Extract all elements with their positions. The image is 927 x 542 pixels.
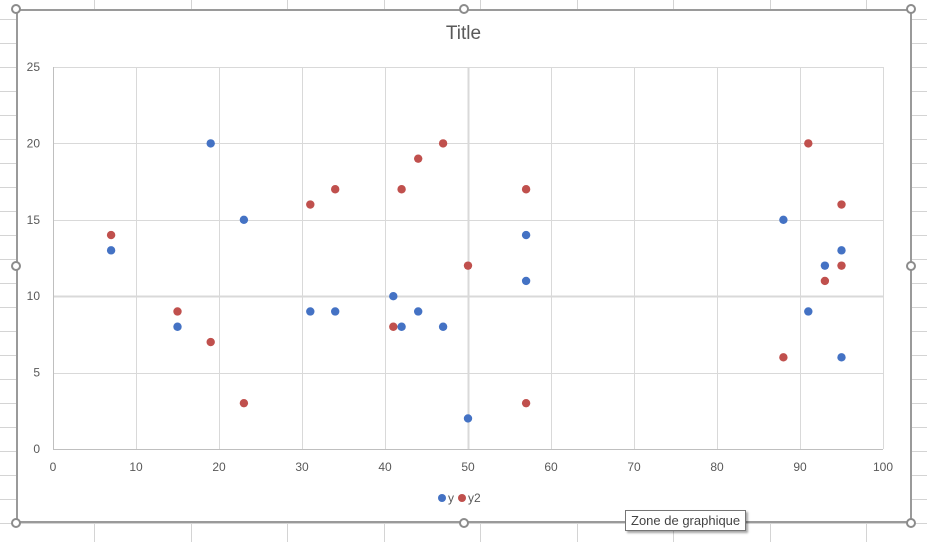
data-point-y2[interactable] (438, 139, 448, 148)
resize-handle-top-right[interactable] (906, 4, 916, 14)
data-point-y[interactable] (463, 414, 473, 423)
data-point-y[interactable] (804, 307, 813, 316)
y-tick-label: 10 (27, 289, 41, 303)
x-tick-label: 70 (627, 460, 641, 474)
resize-handle-bottom-left[interactable] (11, 518, 21, 528)
data-point-y[interactable] (837, 353, 846, 362)
data-point-y2[interactable] (397, 185, 406, 194)
data-point-y2[interactable] (521, 398, 531, 408)
data-point-y2[interactable] (206, 337, 215, 347)
legend-item-y2[interactable]: y2 (458, 491, 481, 505)
data-point-y[interactable] (331, 307, 340, 316)
data-point-y2[interactable] (779, 353, 788, 362)
data-point-y[interactable] (837, 246, 846, 255)
x-tick-label: 60 (544, 460, 558, 474)
data-point-y2[interactable] (173, 307, 182, 316)
data-point-y[interactable] (206, 139, 215, 148)
data-point-y2[interactable] (331, 185, 340, 194)
resize-handle-middle-left[interactable] (11, 261, 21, 271)
x-tick-label: 20 (212, 460, 226, 474)
resize-handle-middle-right[interactable] (906, 261, 916, 271)
data-point-y[interactable] (521, 230, 531, 240)
chart-title[interactable]: Title (445, 23, 482, 44)
x-tick-label: 40 (378, 460, 392, 474)
data-point-y2[interactable] (414, 154, 423, 163)
data-point-y[interactable] (239, 215, 249, 224)
data-point-y2[interactable] (837, 200, 846, 209)
legend-label-y: y (448, 491, 454, 505)
data-point-y2[interactable] (306, 200, 315, 209)
resize-handle-top-left[interactable] (11, 4, 21, 14)
data-point-y2[interactable] (389, 322, 398, 331)
data-point-y2[interactable] (820, 276, 830, 286)
data-point-y2[interactable] (804, 139, 813, 148)
resize-handle-bottom-right[interactable] (906, 518, 916, 528)
x-tick-label: 30 (295, 460, 309, 474)
x-tick-label: 10 (129, 460, 143, 474)
data-point-y[interactable] (397, 322, 406, 331)
resize-handle-top-center[interactable] (459, 4, 469, 14)
y-tick-label: 20 (27, 136, 41, 150)
data-point-y2[interactable] (106, 230, 116, 240)
legend-marker-y2-icon (458, 494, 466, 502)
y-tick-label: 5 (33, 366, 40, 380)
data-point-y[interactable] (389, 292, 398, 301)
data-point-y[interactable] (173, 322, 182, 331)
legend[interactable]: y y2 (438, 491, 481, 505)
x-tick-label: 80 (710, 460, 724, 474)
y-tick-label: 15 (27, 213, 41, 227)
legend-label-y2: y2 (468, 491, 481, 505)
data-point-y2[interactable] (463, 261, 473, 270)
data-point-y[interactable] (438, 322, 448, 331)
y-tick-label: 25 (27, 60, 41, 74)
data-point-y[interactable] (820, 261, 830, 270)
data-point-y2[interactable] (239, 398, 249, 408)
data-point-y[interactable] (106, 246, 116, 255)
legend-marker-y-icon (438, 494, 446, 502)
data-point-y[interactable] (521, 276, 531, 286)
legend-item-y[interactable]: y (438, 491, 454, 505)
x-tick-label: 90 (793, 460, 807, 474)
y-tick-label: 0 (33, 442, 40, 456)
x-tick-label: 100 (873, 460, 893, 474)
data-point-y[interactable] (414, 307, 423, 316)
resize-handle-bottom-center[interactable] (459, 518, 469, 528)
data-point-y2[interactable] (837, 261, 846, 270)
data-point-y2[interactable] (521, 185, 531, 194)
x-tick-label: 0 (50, 460, 57, 474)
x-tick-label: 50 (461, 460, 475, 474)
chart-area-tooltip: Zone de graphique (625, 510, 747, 531)
data-point-y[interactable] (306, 307, 315, 316)
data-point-y[interactable] (779, 215, 788, 224)
